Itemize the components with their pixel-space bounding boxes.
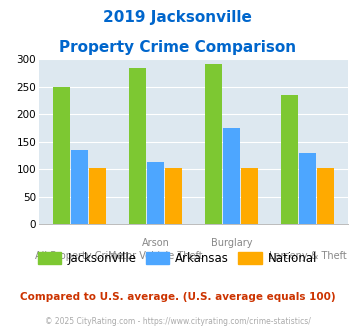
Text: Property Crime Comparison: Property Crime Comparison — [59, 40, 296, 54]
Text: Motor Vehicle Theft: Motor Vehicle Theft — [108, 251, 203, 261]
Bar — [89, 168, 105, 224]
Bar — [282, 95, 298, 224]
Text: Burglary: Burglary — [211, 238, 252, 248]
Text: Arson: Arson — [142, 238, 169, 248]
Bar — [71, 149, 88, 224]
Text: 2019 Jacksonville: 2019 Jacksonville — [103, 10, 252, 25]
Text: © 2025 CityRating.com - https://www.cityrating.com/crime-statistics/: © 2025 CityRating.com - https://www.city… — [45, 317, 310, 326]
Bar — [165, 168, 182, 224]
Bar — [241, 168, 258, 224]
Bar — [147, 162, 164, 224]
Bar — [53, 87, 70, 224]
Text: Compared to U.S. average. (U.S. average equals 100): Compared to U.S. average. (U.S. average … — [20, 292, 335, 302]
Bar — [317, 168, 334, 224]
Text: Larceny & Theft: Larceny & Theft — [269, 251, 346, 261]
Bar — [299, 153, 316, 224]
Bar — [223, 128, 240, 224]
Bar — [129, 68, 146, 224]
Text: All Property Crime: All Property Crime — [35, 251, 124, 261]
Bar — [205, 64, 222, 224]
Legend: Jacksonville, Arkansas, National: Jacksonville, Arkansas, National — [33, 247, 322, 269]
